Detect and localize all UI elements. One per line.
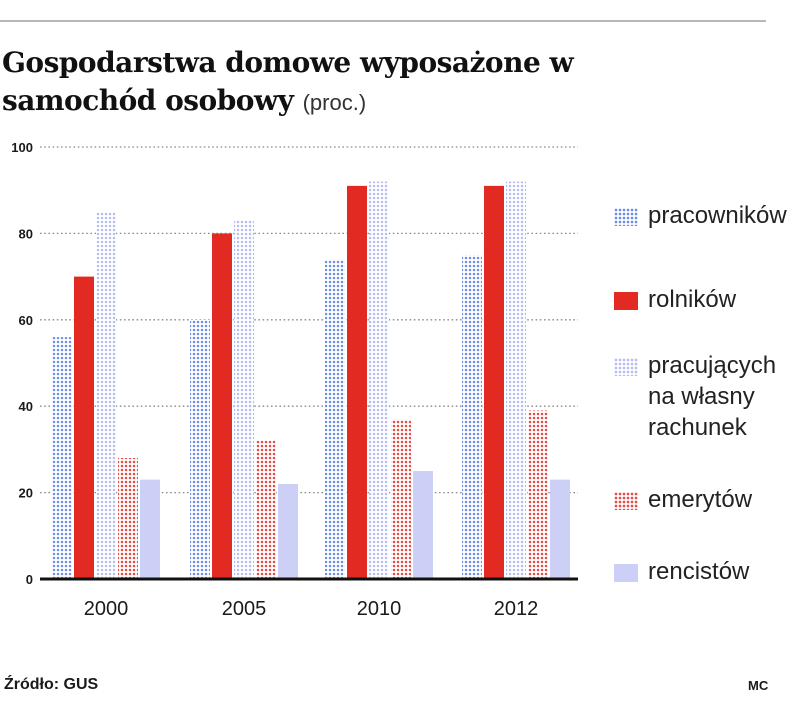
- legend-label-rencistow: rencistów: [648, 558, 750, 585]
- bar-pracujacych-na-wlasny-rachunek-2012: [506, 181, 526, 579]
- legend-label-rolnikow: rolników: [648, 286, 737, 313]
- legend-label-emerytow: emerytów: [648, 486, 753, 513]
- y-tick-label: 60: [19, 313, 33, 328]
- legend-item-emerytow: emerytów: [614, 484, 752, 515]
- bar-pracujacych-na-wlasny-rachunek-2005: [234, 220, 254, 579]
- bar-emerytow-2005: [256, 440, 276, 579]
- bar-rencistow-2000: [140, 479, 160, 579]
- x-tick-label-2005: 2005: [222, 598, 267, 620]
- y-tick-label: 0: [26, 572, 33, 587]
- legend-label-pracownikow: pracowników: [648, 202, 787, 229]
- author-credit: MC: [748, 678, 769, 693]
- bar-rencistow-2010: [413, 471, 433, 579]
- legend-item-rencistow: rencistów: [614, 556, 749, 587]
- y-tick-label: 20: [19, 486, 33, 501]
- chart-title: Gospodarstwa domowe wyposażone w samochó…: [2, 44, 642, 122]
- x-tick-label-2000: 2000: [84, 598, 129, 620]
- x-tick-label-2012: 2012: [494, 598, 539, 620]
- bar-rencistow-2012: [550, 479, 570, 579]
- bar-emerytow-2012: [528, 410, 548, 579]
- legend-item-pracownikow: pracowników: [614, 200, 787, 231]
- bar-emerytow-2000: [118, 458, 138, 579]
- y-tick-label: 80: [19, 226, 33, 241]
- bar-pracujacych-na-wlasny-rachunek-2010: [369, 181, 389, 579]
- source-note: Źródło: GUS: [4, 676, 99, 693]
- legend-item-rolnikow: rolników: [614, 284, 736, 315]
- legend-swatch-pracujacych: [614, 358, 638, 376]
- bar-rolnikow-2012: [484, 185, 504, 579]
- legend-swatch-rencistow: [614, 564, 638, 582]
- bar-pracownikow-2012: [462, 255, 482, 579]
- legend-swatch-emerytow: [614, 492, 638, 510]
- x-tick-label-2010: 2010: [357, 598, 402, 620]
- bar-rolnikow-2000: [74, 276, 94, 579]
- chart-unit: (proc.): [302, 90, 367, 115]
- top-rule: [0, 20, 766, 22]
- legend-label-pracujacych: pracujących na własny rachunek: [648, 352, 777, 441]
- bar-chart: 0 20 40 60 80 100 2000 2005 2010 2012: [11, 140, 578, 620]
- x-axis-ticks: 2000 2005 2010 2012: [40, 577, 578, 620]
- bar-rolnikow-2010: [347, 185, 367, 579]
- legend-swatch-pracownikow: [614, 208, 638, 226]
- bar-pracownikow-2005: [190, 319, 210, 579]
- bar-pracownikow-2000: [52, 337, 72, 579]
- bar-rolnikow-2005: [212, 233, 232, 579]
- legend-swatch-rolnikow: [614, 292, 638, 310]
- chart-title-text: Gospodarstwa domowe wyposażone w samochó…: [2, 46, 574, 117]
- y-axis-ticks: 0 20 40 60 80 100: [11, 140, 33, 587]
- bars: [52, 181, 570, 580]
- bar-emerytow-2010: [391, 419, 411, 579]
- bar-rencistow-2005: [278, 483, 298, 579]
- y-tick-label: 100: [11, 140, 33, 155]
- bar-pracujacych-na-wlasny-rachunek-2000: [96, 211, 116, 580]
- bar-pracownikow-2010: [325, 259, 345, 579]
- legend-item-pracujacych: pracujących na własny rachunek: [614, 350, 798, 443]
- y-tick-label: 40: [19, 399, 33, 414]
